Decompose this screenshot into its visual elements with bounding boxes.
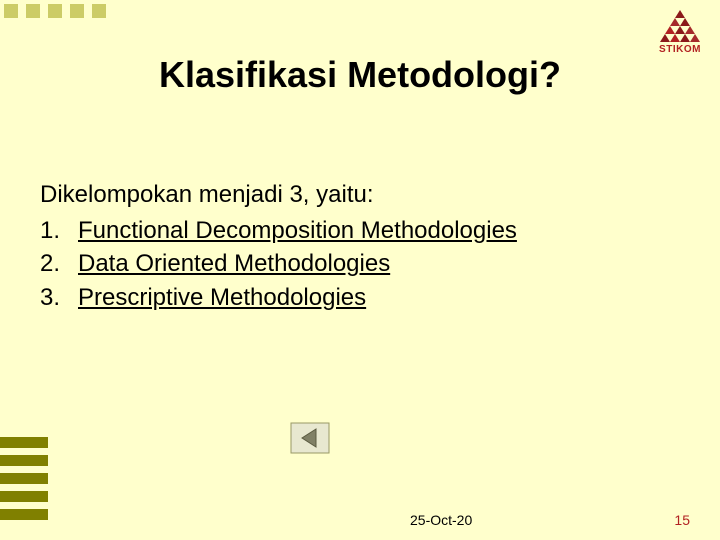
list-item: 2. Data Oriented Methodologies <box>40 247 680 281</box>
footer-date: 25-Oct-20 <box>410 512 472 528</box>
brand-logo-text: STIKOM <box>659 44 701 55</box>
brand-logo: STIKOM <box>648 4 712 58</box>
decor-left-bars <box>0 437 48 520</box>
footer-page-number: 15 <box>674 512 690 528</box>
slide-title: Klasifikasi Metodologi? <box>0 54 720 96</box>
slide-body: Dikelompokan menjadi 3, yaitu: 1. Functi… <box>40 178 680 314</box>
list-number: 2. <box>40 247 78 281</box>
pyramid-icon <box>657 8 703 46</box>
arrow-left-icon <box>290 422 330 454</box>
list-number: 1. <box>40 214 78 248</box>
list-item: 1. Functional Decomposition Methodologie… <box>40 214 680 248</box>
list-link[interactable]: Functional Decomposition Methodologies <box>78 214 517 248</box>
list-link[interactable]: Prescriptive Methodologies <box>78 281 366 315</box>
decor-top-squares <box>0 0 110 18</box>
list-number: 3. <box>40 281 78 315</box>
intro-text: Dikelompokan menjadi 3, yaitu: <box>40 178 680 212</box>
list-link[interactable]: Data Oriented Methodologies <box>78 247 390 281</box>
list-item: 3. Prescriptive Methodologies <box>40 281 680 315</box>
back-button[interactable] <box>290 422 330 454</box>
